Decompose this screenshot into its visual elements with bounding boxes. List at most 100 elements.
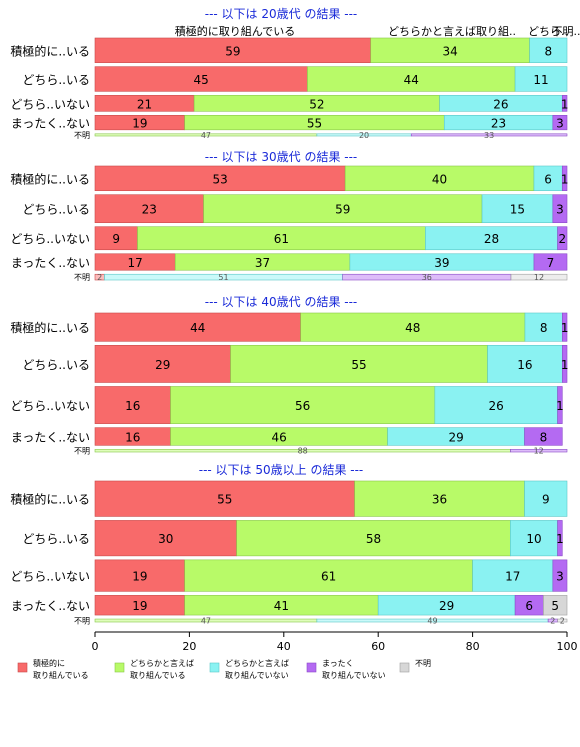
bar-segment-2-1-0 xyxy=(94,345,231,383)
x-tick-label-1: 20 xyxy=(182,640,196,653)
data-label-3-1-2: 10 xyxy=(526,532,541,546)
data-label-2-0-2: 8 xyxy=(540,321,548,335)
column-header-2: どちら.. xyxy=(528,25,568,38)
data-label-2-4-1: 88 xyxy=(298,447,308,456)
data-label-1-0-2: 6 xyxy=(544,172,552,186)
data-label-0-4-2: 20 xyxy=(359,131,369,140)
panel-title-0: --- 以下は 20歳代 の結果 --- xyxy=(205,7,358,21)
column-header-1: どちらかと言えば取り組.. xyxy=(388,25,516,38)
data-label-1-2-2: 28 xyxy=(484,232,499,246)
bar-segment-3-4-4 xyxy=(557,618,568,623)
data-label-0-4-1: 47 xyxy=(201,131,211,140)
x-tick-label-2: 40 xyxy=(277,640,291,653)
row-label-2-3: まったく..ない xyxy=(11,430,90,444)
row-label-2-2: どちら..いない xyxy=(10,399,90,413)
legend-label-0-line2: 取り組んでいる xyxy=(33,670,89,680)
data-label-0-3-0: 19 xyxy=(132,117,147,131)
data-label-0-2-0: 21 xyxy=(137,97,152,111)
data-label-1-1-3: 3 xyxy=(556,203,564,217)
data-label-3-3-3: 6 xyxy=(525,599,533,613)
data-label-0-3-3: 3 xyxy=(556,117,564,131)
bar-segment-3-0-1 xyxy=(354,480,525,517)
data-label-0-4-3: 33 xyxy=(484,131,494,140)
data-label-1-2-1: 61 xyxy=(274,232,289,246)
panel-title-2: --- 以下は 40歳代 の結果 --- xyxy=(205,295,358,309)
bar-segment-2-2-0 xyxy=(94,386,171,424)
row-label-3-0: 積極的に..いる xyxy=(10,492,90,507)
bar-segment-1-1-1 xyxy=(203,194,483,224)
data-label-1-0-3: 1 xyxy=(561,172,569,186)
data-label-1-4-4: 12 xyxy=(534,273,544,282)
legend-swatch-2 xyxy=(209,662,220,673)
bar-segment-3-0-0 xyxy=(94,480,355,517)
bar-segment-1-1-3 xyxy=(552,194,568,224)
data-label-3-3-4: 5 xyxy=(551,599,559,613)
legend-label-3-line2: 取り組んでいない xyxy=(322,670,386,680)
row-label-1-4: 不明 xyxy=(74,273,90,282)
data-label-1-2-0: 9 xyxy=(112,232,120,246)
data-label-3-0-0: 55 xyxy=(217,493,232,507)
bar-segment-0-3-3 xyxy=(552,115,568,131)
data-label-2-0-0: 44 xyxy=(190,321,205,335)
bar-segment-2-2-1 xyxy=(170,386,436,424)
legend-label-0-line1: 積極的に xyxy=(33,658,65,668)
bar-segment-0-2-3 xyxy=(561,95,568,112)
x-tick-label-3: 60 xyxy=(371,640,385,653)
data-label-1-4-3: 36 xyxy=(422,273,432,282)
bar-segment-1-0-1 xyxy=(344,165,535,192)
data-label-1-1-0: 23 xyxy=(142,203,157,217)
row-label-0-0: 積極的に..いる xyxy=(10,43,90,58)
row-label-3-4: 不明 xyxy=(74,617,90,626)
panel-title-3: --- 以下は 50歳以上 の結果 --- xyxy=(199,463,364,477)
data-label-3-2-2: 17 xyxy=(505,570,520,584)
data-label-0-1-0: 45 xyxy=(194,73,209,87)
x-tick-label-5: 100 xyxy=(557,640,578,653)
data-label-2-4-3: 12 xyxy=(534,447,544,456)
data-label-3-3-0: 19 xyxy=(132,599,147,613)
data-label-1-3-0: 17 xyxy=(127,256,142,270)
bar-segment-1-0-2 xyxy=(533,165,563,192)
data-label-1-4-2: 51 xyxy=(218,273,228,282)
row-label-2-0: 積極的に..いる xyxy=(10,320,90,335)
bar-segment-2-3-3 xyxy=(524,427,563,446)
legend-swatch-4 xyxy=(399,662,410,673)
data-label-0-1-2: 11 xyxy=(533,73,548,87)
row-label-0-4: 不明 xyxy=(74,131,90,140)
data-label-3-4-4: 2 xyxy=(560,617,565,626)
bar-segment-3-2-1 xyxy=(184,559,473,592)
bar-segment-1-0-0 xyxy=(94,165,346,192)
bar-segment-2-0-0 xyxy=(94,312,301,342)
data-label-3-2-3: 3 xyxy=(556,570,564,584)
bar-segment-1-4-4 xyxy=(510,273,568,281)
x-tick-label-4: 80 xyxy=(466,640,480,653)
data-label-2-1-0: 29 xyxy=(155,358,170,372)
bar-segment-3-1-2 xyxy=(510,520,558,557)
legend-label-1-line2: 取り組んでいる xyxy=(130,670,186,680)
bar-segment-1-0-3 xyxy=(561,165,568,192)
legend-label-1-line1: どちらかと言えば xyxy=(130,658,194,668)
data-label-2-3-0: 16 xyxy=(125,430,140,444)
bar-segment-2-2-3 xyxy=(557,386,563,424)
bar-segment-0-4-3 xyxy=(410,133,568,137)
data-label-3-0-2: 9 xyxy=(542,493,550,507)
data-label-2-3-1: 46 xyxy=(271,430,286,444)
data-label-1-3-2: 39 xyxy=(434,256,449,270)
column-header-3: 不明.. xyxy=(552,25,580,38)
legend-label-3-line1: まったく xyxy=(322,659,354,668)
data-label-3-4-1: 47 xyxy=(201,617,211,626)
data-label-3-1-3: 1 xyxy=(556,532,564,546)
bar-segment-2-0-2 xyxy=(524,312,563,342)
row-label-1-3: まったく..ない xyxy=(11,256,90,270)
bar-segment-1-2-3 xyxy=(557,226,568,251)
row-label-0-2: どちら..いない xyxy=(10,97,90,111)
row-label-3-3: まったく..ない xyxy=(11,599,90,613)
row-label-3-2: どちら..いない xyxy=(10,570,90,584)
data-label-0-2-2: 26 xyxy=(493,97,508,111)
data-label-3-4-3: 2 xyxy=(550,617,555,626)
data-label-2-2-2: 26 xyxy=(489,399,504,413)
legend-swatch-3 xyxy=(306,662,317,673)
bar-segment-0-0-1 xyxy=(370,37,530,63)
row-label-2-4: 不明 xyxy=(74,447,90,456)
bar-segment-1-3-3 xyxy=(533,253,568,271)
